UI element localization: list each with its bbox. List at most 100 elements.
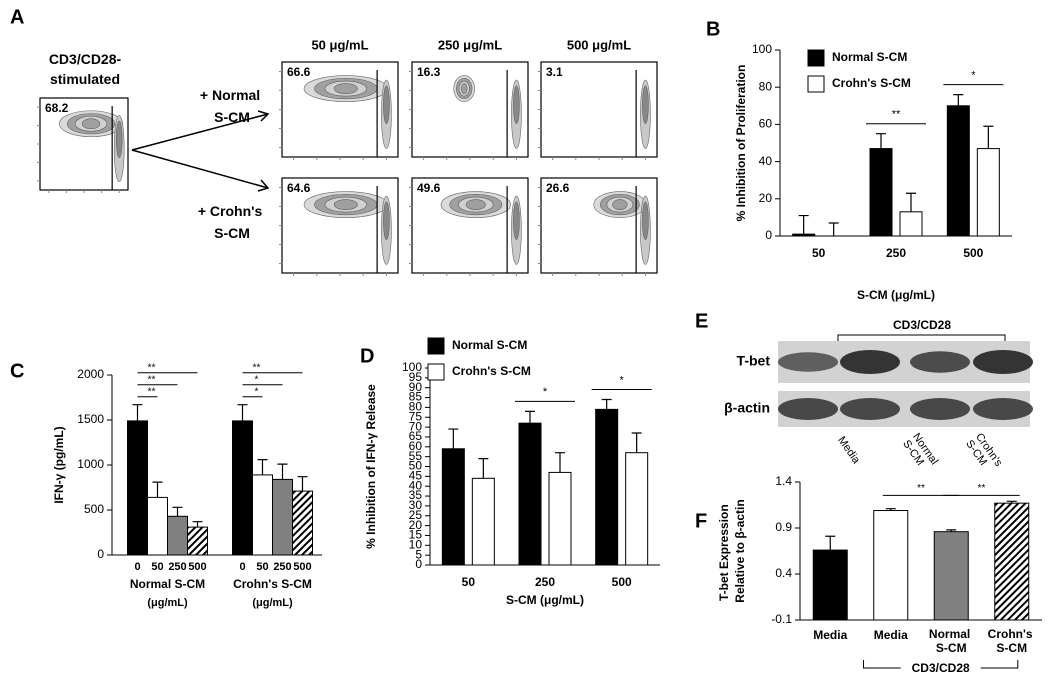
x-tick-label: 500 [963,246,983,260]
panel-label: C [10,360,24,382]
x-tick-label: 50 [151,561,163,573]
bar [946,105,970,237]
panel-label: A [10,6,24,28]
error-bar [876,133,886,149]
treatment-bracket [863,660,1019,669]
bar [252,474,273,556]
arrow-head [257,179,270,192]
plot-frame [540,61,658,158]
y-tick-label: 15 [409,528,423,542]
bar [595,408,619,566]
panel-label: E [695,310,708,332]
x-tick-label: 50 [256,561,268,573]
legend-swatch [807,75,825,93]
treatment-label: CD3/CD28 [893,318,951,332]
gate-percent: 49.6 [417,181,441,195]
density-contour [460,83,468,94]
significance-label: ** [253,362,261,373]
error-bar [798,214,809,235]
gate-percent: 66.6 [287,65,311,79]
y-tick-label: 75 [409,409,423,423]
density-contour [333,83,358,94]
x-tick-label: Media [874,628,908,642]
significance-label: * [255,374,259,385]
text-line: Normal [929,627,974,641]
error-bar [555,452,565,473]
x-tick-label: 250 [168,561,186,573]
error-bar [983,125,994,149]
y-tick-label: 60 [409,439,423,453]
y-tick-label: 70 [409,419,423,433]
bar [933,531,969,621]
y-tick-label: 500 [84,502,104,516]
flow-plot [409,61,529,160]
column-header: 500 μg/mL [567,37,631,52]
band-label: β-actin [724,400,770,416]
y-tick-label: 2000 [77,367,104,381]
text-line: S-CM [936,641,967,655]
y-tick-label: 40 [759,154,773,168]
lane-label: Media [835,435,863,467]
density-contour [642,201,649,240]
legend-label: Normal S-CM [832,50,907,64]
text-line: T-bet Expression [717,501,731,601]
error-bar [192,521,203,528]
y-tick-label: 0.4 [775,566,792,580]
group-unit: (μg/mL) [147,597,188,609]
y-tick-label: 100 [752,42,772,56]
y-tick-label: -0.1 [771,612,792,626]
blot-band [910,398,970,420]
error-bar [172,506,183,517]
y-axis-label: % Inhibition of IFN-γ Release [364,384,378,549]
y-tick-label: 10 [409,537,423,551]
bar [127,420,148,556]
significance-label: ** [917,483,925,494]
panel-label: D [360,345,374,367]
flow-plot [409,177,529,276]
density-contour [383,201,390,240]
error-bar [257,459,268,475]
bar [471,477,495,566]
text-line: S-CM [214,109,250,125]
error-bar [631,432,642,453]
y-tick-label: 40 [409,478,423,492]
significance-label: ** [892,109,901,121]
band-label: T-bet [737,353,771,369]
gate-percent: 16.3 [417,65,441,79]
significance-label: * [543,386,548,398]
y-tick-label: 55 [409,449,423,463]
legend-label: Crohn's S-CM [452,364,531,378]
y-axis-label: IFN-γ (pg/mL) [52,426,66,503]
bar [518,422,542,566]
text-line: Crohn's [988,627,1036,641]
bar [147,496,168,556]
x-tick-label: 500 [188,561,206,573]
blot-band [973,398,1033,420]
bar [792,233,816,237]
x-tick-label: 250 [273,561,291,573]
y-tick-label: 45 [409,469,423,483]
x-tick-label: 250 [535,575,555,589]
text-line: CD3/CD28- [49,51,122,67]
plot-frame [281,61,399,158]
x-tick-label: 0 [239,561,245,573]
y-tick-label: 65 [409,429,423,443]
significance-label: ** [148,386,156,397]
significance-label: ** [148,362,156,373]
error-bar [277,463,288,480]
bar [292,490,313,556]
error-bar [946,529,957,532]
flow-arrows [131,110,270,192]
text-line: Relative to β-actin [733,499,747,602]
x-tick-label: 250 [886,246,906,260]
bar [272,478,293,556]
arrow-head [257,110,270,122]
blot-band [910,351,970,373]
x-tick-label: Crohn's S-CM [988,627,1036,655]
y-tick-label: 50 [409,459,423,473]
density-contour [642,85,649,124]
x-tick-label: Media [813,628,847,642]
x-tick-label: 0 [134,561,140,573]
error-bar [953,94,964,106]
error-bar [525,410,535,424]
